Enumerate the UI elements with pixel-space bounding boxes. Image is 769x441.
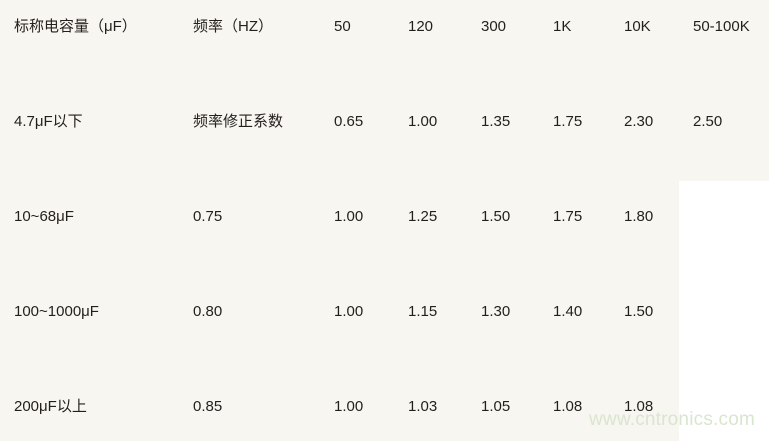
column-header-50-100k-label: 50-100K [693, 18, 750, 35]
cell-frequency: 0.80 [179, 285, 320, 380]
cell-value-50-100k [679, 190, 769, 285]
cell-value-50hz: 0.65 [320, 95, 394, 190]
cell-value-120hz-text: 1.00 [408, 113, 438, 130]
cell-capacitance: 200μF以上 [0, 380, 179, 441]
cell-value-10k-text: 1.50 [624, 303, 654, 320]
cell-value-1k: 1.75 [539, 95, 610, 190]
cell-value-1k: 1.75 [539, 190, 610, 285]
cell-value-300hz: 1.35 [467, 95, 539, 190]
column-header-50hz-label: 50 [334, 18, 351, 35]
cell-value-120hz-text: 1.15 [408, 303, 438, 320]
cell-value-1k-text: 1.75 [553, 208, 583, 225]
cell-value-10k: 1.80 [610, 190, 679, 285]
cell-value-120hz: 1.25 [394, 190, 467, 285]
cell-value-1k-text: 1.75 [553, 113, 583, 130]
cell-value-50hz-text: 0.65 [334, 113, 364, 130]
cell-frequency-text: 0.80 [193, 303, 223, 320]
cell-frequency: 频率修正系数 [179, 95, 320, 190]
cell-value-1k: 1.40 [539, 285, 610, 380]
column-header-50hz: 50 [320, 0, 394, 95]
column-header-50-100k: 50-100K [679, 0, 769, 95]
cell-capacitance-text: 4.7μF以下 [14, 113, 83, 130]
cell-value-50hz: 1.00 [320, 285, 394, 380]
column-header-120hz: 120 [394, 0, 467, 95]
column-header-capacitance-label: 标称电容量（μF） [14, 18, 137, 35]
column-header-300hz: 300 [467, 0, 539, 95]
column-header-10k-label: 10K [624, 18, 651, 35]
table-header-row: 标称电容量（μF） 频率（HZ） 50 120 300 1K 10K 50-10… [0, 0, 769, 95]
cell-value-120hz: 1.15 [394, 285, 467, 380]
cell-value-10k-text: 1.08 [624, 398, 654, 415]
cell-value-300hz: 1.50 [467, 190, 539, 285]
cell-frequency-text: 0.85 [193, 398, 223, 415]
cell-value-50-100k-text [679, 285, 769, 303]
column-header-1k: 1K [539, 0, 610, 95]
cell-value-1k-text: 1.08 [553, 398, 583, 415]
cell-value-50hz-text: 1.00 [334, 303, 364, 320]
cell-value-300hz: 1.30 [467, 285, 539, 380]
cell-value-300hz-text: 1.30 [481, 303, 511, 320]
column-header-capacitance: 标称电容量（μF） [0, 0, 179, 95]
cell-value-50hz: 1.00 [320, 190, 394, 285]
cell-value-1k: 1.08 [539, 380, 610, 441]
cell-value-120hz: 1.03 [394, 380, 467, 441]
cell-value-10k-text: 1.80 [624, 208, 654, 225]
cell-capacitance: 4.7μF以下 [0, 95, 179, 190]
cell-value-120hz-text: 1.03 [408, 398, 438, 415]
site-watermark: www.cntronics.com [589, 409, 755, 430]
column-header-1k-label: 1K [553, 18, 572, 35]
cell-value-50-100k-text: 2.50 [693, 113, 723, 130]
cell-frequency: 0.75 [179, 190, 320, 285]
table-row: 100~1000μF 0.80 1.00 1.15 1.30 1.40 1.50 [0, 285, 769, 380]
cell-capacitance-text: 100~1000μF [14, 303, 99, 320]
cell-value-50hz-text: 1.00 [334, 208, 364, 225]
column-header-10k: 10K [610, 0, 679, 95]
cell-value-300hz-text: 1.50 [481, 208, 511, 225]
cell-value-50hz: 1.00 [320, 380, 394, 441]
table-row: 4.7μF以下 频率修正系数 0.65 1.00 1.35 1.75 2.30 … [0, 95, 769, 190]
cell-value-300hz-text: 1.05 [481, 398, 511, 415]
cell-value-10k: 1.50 [610, 285, 679, 380]
column-header-frequency: 频率（HZ） [179, 0, 320, 95]
cell-capacitance: 10~68μF [0, 190, 179, 285]
cell-capacitance-text: 10~68μF [14, 208, 74, 225]
table-body: 4.7μF以下 频率修正系数 0.65 1.00 1.35 1.75 2.30 … [0, 95, 769, 441]
cell-value-120hz-text: 1.25 [408, 208, 438, 225]
column-header-300hz-label: 300 [481, 18, 507, 35]
cell-value-10k: 2.30 [610, 95, 679, 190]
table-header: 标称电容量（μF） 频率（HZ） 50 120 300 1K 10K 50-10… [0, 0, 769, 95]
column-header-frequency-label: 频率（HZ） [193, 18, 273, 35]
table-row: 10~68μF 0.75 1.00 1.25 1.50 1.75 1.80 [0, 190, 769, 285]
cell-value-50-100k [679, 285, 769, 380]
cell-frequency-text: 频率修正系数 [193, 113, 284, 130]
cell-value-300hz: 1.05 [467, 380, 539, 441]
cell-value-50-100k-text [679, 190, 769, 208]
cell-value-120hz: 1.00 [394, 95, 467, 190]
cell-frequency-text: 0.75 [193, 208, 223, 225]
cell-value-50hz-text: 1.00 [334, 398, 364, 415]
table-row: 200μF以上 0.85 1.00 1.03 1.05 1.08 1.08 [0, 380, 769, 441]
column-header-120hz-label: 120 [408, 18, 434, 35]
cell-frequency: 0.85 [179, 380, 320, 441]
cell-value-10k-text: 2.30 [624, 113, 654, 130]
cell-value-1k-text: 1.40 [553, 303, 583, 320]
cell-value-300hz-text: 1.35 [481, 113, 511, 130]
cell-value-10k: 1.08 [610, 380, 679, 441]
cell-capacitance-text: 200μF以上 [14, 398, 87, 415]
cell-value-50-100k-text [679, 380, 769, 398]
cell-value-50-100k: 2.50 [679, 95, 769, 190]
cell-capacitance: 100~1000μF [0, 285, 179, 380]
white-panel-block [679, 181, 769, 441]
